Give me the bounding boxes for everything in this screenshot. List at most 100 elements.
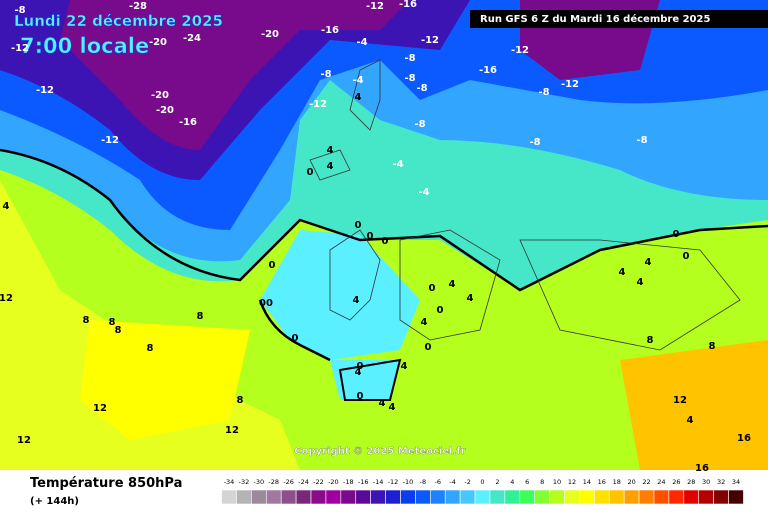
legend-label: 30 — [702, 478, 710, 486]
contour-label: 0 — [357, 361, 364, 372]
contour-label: 4 — [467, 293, 474, 304]
legend-swatch — [549, 489, 565, 505]
run-label: Run GFS 6 Z du Mardi 16 décembre 2025 — [480, 13, 710, 25]
contour-label: 4 — [353, 295, 360, 306]
legend-swatch — [340, 489, 357, 505]
legend-label: -28 — [268, 478, 279, 486]
legend-label: 20 — [627, 478, 635, 486]
legend-swatch — [713, 489, 729, 505]
contour-label: 4 — [379, 398, 386, 409]
frigid-zone — [60, 0, 410, 150]
legend-swatch — [474, 489, 491, 505]
contour-label: -4 — [356, 37, 367, 48]
legend-label: -34 — [224, 478, 235, 486]
contour-label: -12 — [511, 45, 529, 56]
legend-label: 8 — [540, 478, 544, 486]
legend-swatch — [310, 489, 327, 505]
date-label: Lundi 22 décembre 2025 — [14, 12, 223, 30]
legend-swatch — [430, 489, 446, 505]
contour-label: -12 — [366, 1, 384, 12]
legend-swatch — [608, 489, 625, 505]
legend-swatch — [251, 489, 267, 505]
contour-label: 16 — [695, 463, 709, 474]
legend-swatch — [415, 489, 431, 505]
contour-label: -12 — [561, 79, 579, 90]
legend-label: 28 — [687, 478, 695, 486]
contour-label: 4 — [637, 277, 644, 288]
legend-swatch — [683, 489, 700, 505]
contour-label: -8 — [636, 135, 647, 146]
zero-isotherm — [0, 148, 768, 292]
contour-label: 0 — [437, 305, 444, 316]
contour-label: 4 — [3, 201, 10, 212]
footer-lead: (+ 144h) — [30, 496, 79, 507]
run-box — [470, 10, 768, 28]
legend-swatch — [564, 489, 580, 505]
contour-label: 12 — [93, 403, 107, 414]
contour-label: 12 — [0, 293, 13, 304]
contour-label: -8 — [416, 83, 427, 94]
legend-label: -6 — [435, 478, 441, 486]
contour-label: -20 — [156, 105, 174, 116]
legend-swatch — [355, 489, 371, 505]
legend-swatch — [623, 489, 640, 505]
legend-swatch — [325, 489, 342, 505]
legend-swatch — [385, 489, 401, 505]
legend-swatch — [280, 489, 297, 505]
legend-label: -2 — [464, 478, 470, 486]
contour-label: -12 — [101, 135, 119, 146]
legend-label: -10 — [403, 478, 414, 486]
contour-label: 0 — [307, 167, 314, 178]
legend-swatch — [265, 489, 282, 505]
contour-label: 8 — [197, 311, 204, 322]
contour-label: -20 — [149, 37, 167, 48]
legend-swatch — [579, 489, 595, 505]
time-label: 7:00 locale — [20, 34, 149, 58]
legend-swatch — [534, 489, 550, 505]
contour-label: -24 — [183, 33, 201, 44]
legend-swatch — [594, 489, 610, 505]
contour-label: 4 — [355, 92, 362, 103]
contour-label: 0 — [429, 283, 436, 294]
legend-swatch — [400, 489, 416, 505]
legend-label: 18 — [613, 478, 621, 486]
legend-label: -24 — [298, 478, 309, 486]
contour-label: 8 — [647, 335, 654, 346]
legend-label: 16 — [598, 478, 606, 486]
contour-label: -8 — [414, 119, 425, 130]
contour-label: 8 — [709, 341, 716, 352]
legend-label: 12 — [568, 478, 576, 486]
legend-label: -32 — [239, 478, 250, 486]
cold-zone — [330, 360, 400, 400]
contour-label: 0 — [292, 333, 299, 344]
legend-label: -14 — [373, 478, 384, 486]
contour-label: -16 — [179, 117, 197, 128]
contour-label: -8 — [529, 137, 540, 148]
contour-label: -16 — [479, 65, 497, 76]
contour-label: -8 — [538, 87, 549, 98]
zero-isotherm — [258, 299, 331, 362]
contour-label: 0 — [683, 251, 690, 262]
contour-label: 00 — [259, 298, 273, 309]
contour-label: -16 — [399, 0, 417, 10]
contour-label: -12 — [36, 85, 54, 96]
legend-label: 4 — [510, 478, 514, 486]
contour-label: 8 — [83, 315, 90, 326]
contour-label: 12 — [673, 395, 687, 406]
legend-label: -22 — [313, 478, 324, 486]
legend-swatch — [459, 489, 476, 505]
legend-label: -12 — [388, 478, 399, 486]
legend-label: -20 — [328, 478, 339, 486]
contour-label: 8 — [109, 317, 116, 328]
contour-label: 4 — [645, 257, 652, 268]
legend-label: 32 — [717, 478, 725, 486]
contour-label: 4 — [355, 367, 362, 378]
contour-label: 4 — [327, 161, 334, 172]
contour-label: -12 — [11, 43, 29, 54]
legend-label: -16 — [358, 478, 369, 486]
legend-label: 24 — [657, 478, 665, 486]
legend-label: 26 — [672, 478, 680, 486]
contour-label: 4 — [421, 317, 428, 328]
